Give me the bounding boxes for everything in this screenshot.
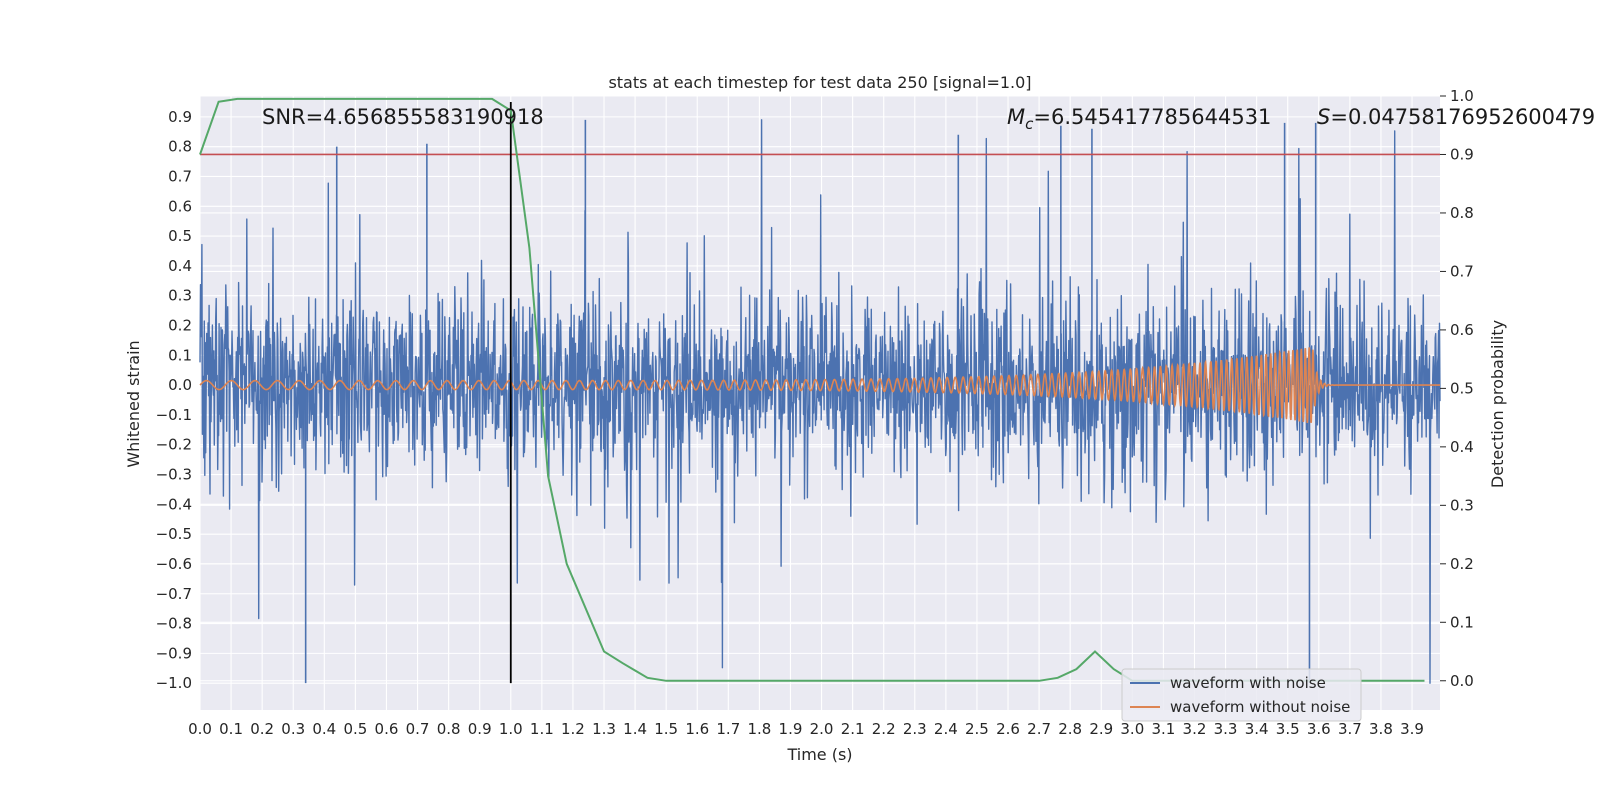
x-tick-label: 1.9 xyxy=(779,720,803,738)
detection-probability-line xyxy=(199,97,1425,682)
x-tick-label: 1.7 xyxy=(716,720,740,738)
y-left-tick-label: 0.5 xyxy=(168,227,192,245)
x-tick-label: 0.7 xyxy=(406,720,430,738)
y-left-tick-label: −1.0 xyxy=(156,674,192,692)
x-tick-label: 2.0 xyxy=(810,720,834,738)
x-tick-label: 1.4 xyxy=(623,720,647,738)
chirp-mass-annotation: Mc=6.545417785644531 xyxy=(1007,105,1271,133)
waveform-with-noise-line xyxy=(199,119,1441,684)
legend: waveform with noise waveform without noi… xyxy=(1121,668,1362,722)
mc-value: =6.545417785644531 xyxy=(1033,105,1271,129)
markers xyxy=(200,101,1440,684)
y-right-tick-label: 0.3 xyxy=(1450,496,1474,514)
y-left-tick-label: −0.2 xyxy=(156,436,192,454)
mc-subscript: c xyxy=(1025,115,1034,133)
y-right-tick-label: 0.1 xyxy=(1450,613,1474,631)
y-axis-right-label: Detection probability xyxy=(1488,320,1507,488)
x-tick-label: 3.1 xyxy=(1151,720,1175,738)
legend-label-clean: waveform without noise xyxy=(1170,698,1350,716)
s-symbol: S xyxy=(1317,105,1330,129)
y-left-tick-label: 0.4 xyxy=(168,257,192,275)
y-left-tick-label: 0.7 xyxy=(168,167,192,185)
x-tick-label: 2.7 xyxy=(1027,720,1051,738)
y-right-tick-label: 1.0 xyxy=(1450,87,1474,105)
x-tick-label: 2.6 xyxy=(996,720,1020,738)
x-tick-label: 0.5 xyxy=(343,720,367,738)
y-left-tick-label: −0.7 xyxy=(156,585,192,603)
waveform-without-noise-series xyxy=(199,347,1440,424)
y-left-tick-label: 0.3 xyxy=(168,287,192,305)
waveform-without-noise-line xyxy=(199,347,1440,424)
y-left-tick-label: −0.8 xyxy=(156,615,192,633)
mc-symbol: M xyxy=(1007,105,1025,129)
x-tick-label: 2.8 xyxy=(1058,720,1082,738)
y-right-tick-label: 0.9 xyxy=(1450,145,1474,163)
y-left-tick-label: −0.4 xyxy=(156,495,192,513)
legend-label-noisy: waveform with noise xyxy=(1170,674,1326,692)
y-left-tick-label: −0.6 xyxy=(156,555,192,573)
x-tick-label: 2.9 xyxy=(1089,720,1113,738)
y-right-tick-label: 0.4 xyxy=(1450,438,1474,456)
y-right-tick-label: 0.7 xyxy=(1450,262,1474,280)
y-left-tick-label: −0.9 xyxy=(156,644,192,662)
x-tick-label: 0.3 xyxy=(281,720,305,738)
y-left-tick-label: 0.0 xyxy=(168,376,192,394)
legend-box xyxy=(1121,668,1362,722)
detection-probability-series xyxy=(199,97,1425,682)
x-tick-label: 2.4 xyxy=(934,720,958,738)
y-right-tick-label: 0.0 xyxy=(1450,672,1474,690)
x-tick-label: 2.2 xyxy=(872,720,896,738)
y-left-tick-label: 0.1 xyxy=(168,346,192,364)
x-tick-label: 1.3 xyxy=(592,720,616,738)
x-tick-label: 1.6 xyxy=(685,720,709,738)
s-value: =0.04758176952600479 xyxy=(1330,105,1595,129)
x-tick-label: 1.8 xyxy=(747,720,771,738)
x-tick-label: 0.9 xyxy=(468,720,492,738)
x-tick-label: 3.4 xyxy=(1245,720,1269,738)
y-left-tick-label: 0.9 xyxy=(168,108,192,126)
x-tick-label: 0.1 xyxy=(219,720,243,738)
x-axis-label: Time (s) xyxy=(786,745,852,764)
x-tick-label: 0.6 xyxy=(375,720,399,738)
y-left-tick-label: 0.8 xyxy=(168,138,192,156)
y-left-tick-label: −0.5 xyxy=(156,525,192,543)
y-left-tick-label: −0.1 xyxy=(156,406,192,424)
s-annotation: S=0.04758176952600479 xyxy=(1317,105,1595,129)
y-left-tick-label: 0.2 xyxy=(168,317,192,335)
y-right-tick-label: 0.2 xyxy=(1450,555,1474,573)
x-tick-label: 3.3 xyxy=(1214,720,1238,738)
x-tick-label: 2.5 xyxy=(965,720,989,738)
y-left-tick-label: −0.3 xyxy=(156,466,192,484)
x-tick-label: 0.8 xyxy=(437,720,461,738)
y-left-tick-label: 0.6 xyxy=(168,197,192,215)
y-axis-left-label: Whitened strain xyxy=(124,340,143,467)
y-right-tick-label: 0.8 xyxy=(1450,204,1474,222)
waveform-with-noise-series xyxy=(199,119,1441,684)
x-tick-label: 3.2 xyxy=(1183,720,1207,738)
x-tick-label: 3.9 xyxy=(1400,720,1424,738)
y-left-tick-labels: 0.9 0.8 0.7 0.6 0.5 0.4 0.3 0.2 0.1 0.0 −0.1 −0.2 −0… xyxy=(156,108,192,692)
x-tick-label: 3.7 xyxy=(1338,720,1362,738)
x-tick-label: 0.0 xyxy=(188,720,212,738)
x-tick-label: 1.2 xyxy=(561,720,585,738)
x-tick-label: 0.4 xyxy=(312,720,336,738)
x-tick-label: 1.5 xyxy=(654,720,678,738)
snr-annotation: SNR=4.656855583190918 xyxy=(262,105,544,129)
x-tick-label: 2.1 xyxy=(841,720,865,738)
y-right-tick-labels: 1.0 0.9 0.8 0.7 0.6 0.5 0.4 0.3 0.2 0.1 0.0 xyxy=(1440,87,1474,690)
x-tick-label: 0.2 xyxy=(250,720,274,738)
chart-title: stats at each timestep for test data 250… xyxy=(608,73,1031,92)
x-tick-label: 1.0 xyxy=(499,720,523,738)
x-tick-label: 3.5 xyxy=(1276,720,1300,738)
x-tick-labels: 0.0 0.1 0.2 0.3 0.4 0.5 0.6 0.7 0.8 0.9 1.0 1.1 1.2 1… xyxy=(188,720,1424,738)
x-tick-label: 3.0 xyxy=(1120,720,1144,738)
y-right-tick-label: 0.5 xyxy=(1450,379,1474,397)
x-tick-label: 3.8 xyxy=(1369,720,1393,738)
x-tick-label: 2.3 xyxy=(903,720,927,738)
x-tick-label: 1.1 xyxy=(530,720,554,738)
y-right-tick-label: 0.6 xyxy=(1450,321,1474,339)
x-tick-label: 3.6 xyxy=(1307,720,1331,738)
